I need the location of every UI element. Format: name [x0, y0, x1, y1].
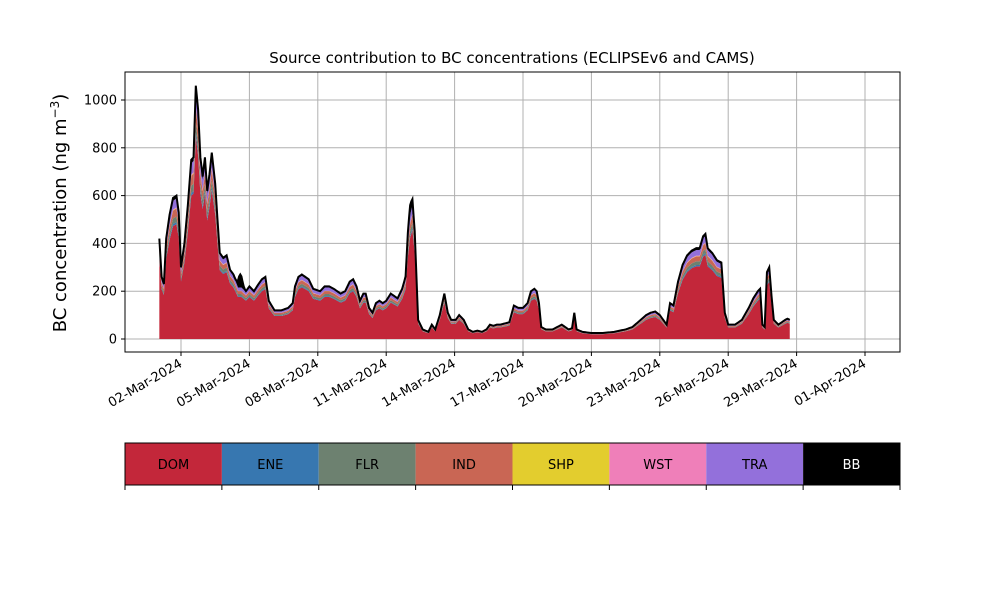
y-axis-label-superscript: −3	[48, 101, 62, 119]
legend-swatch-bb	[803, 443, 900, 485]
x-tick-label: 14-Mar-2024	[379, 356, 458, 410]
x-tick-label: 08-Mar-2024	[243, 356, 322, 410]
x-tick-label: 17-Mar-2024	[448, 356, 527, 410]
legend-swatch-wst	[609, 443, 707, 485]
legend-label: IND	[452, 458, 476, 473]
total-outline	[158, 85, 791, 335]
y-tick-label: 400	[92, 237, 117, 252]
y-axis-label: BC concentration (ng m−3)	[48, 94, 71, 333]
y-tick-label: 200	[92, 285, 117, 300]
x-tick-label: 29-Mar-2024	[721, 356, 800, 410]
y-axis-label-main: BC concentration (ng m	[50, 118, 71, 332]
legend-swatch-ene	[221, 443, 319, 485]
legend-label: SHP	[548, 458, 574, 473]
y-tick-label: 0	[109, 333, 117, 348]
legend-label: FLR	[355, 458, 379, 473]
y-axis-ticks: 0 200 400 600 800 1000	[84, 94, 125, 348]
x-tick-label: 05-Mar-2024	[174, 356, 253, 410]
y-axis-label-tail: )	[50, 94, 71, 101]
x-tick-label: 20-Mar-2024	[516, 356, 595, 410]
legend-label: TRA	[741, 458, 767, 473]
grid-lines	[125, 72, 900, 352]
legend-label: WST	[643, 458, 672, 473]
legend-swatch-tra	[706, 443, 804, 485]
legend-swatch-shp	[512, 443, 610, 485]
y-tick-label: 1000	[84, 94, 117, 109]
legend-swatch-flr	[318, 443, 416, 485]
x-tick-label: 11-Mar-2024	[311, 356, 390, 410]
area-dom	[159, 136, 790, 339]
legend-swatch-ind	[415, 443, 513, 485]
stacked-area-series	[158, 85, 791, 339]
y-tick-label: 800	[92, 141, 117, 156]
x-tick-label: 26-Mar-2024	[653, 356, 732, 410]
y-tick-label: 600	[92, 189, 117, 204]
x-tick-label: 01-Apr-2024	[792, 356, 869, 409]
legend-label: ENE	[257, 458, 283, 473]
x-axis-ticks: 02-Mar-202405-Mar-202408-Mar-202411-Mar-…	[106, 352, 869, 411]
legend-colorbar: DOM ENE FLR IND SHP WST TRA BB	[124, 442, 901, 490]
x-tick-label: 02-Mar-2024	[106, 356, 185, 410]
legend-label: DOM	[158, 458, 189, 473]
legend-label: BB	[843, 458, 861, 473]
plot-frame	[124, 71, 901, 353]
chart-title: Source contribution to BC concentrations…	[269, 49, 754, 67]
x-tick-label: 23-Mar-2024	[585, 356, 664, 410]
legend-swatch-dom	[125, 443, 222, 485]
